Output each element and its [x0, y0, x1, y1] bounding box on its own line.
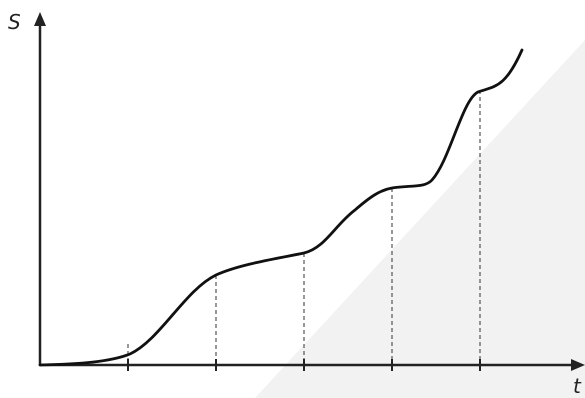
x-arrow: [571, 359, 585, 371]
y-arrow: [34, 12, 46, 26]
x-axis-label: t: [573, 374, 582, 398]
y-axis-label: S: [8, 10, 21, 34]
background-shade: [255, 40, 585, 398]
curve: [38, 48, 524, 367]
